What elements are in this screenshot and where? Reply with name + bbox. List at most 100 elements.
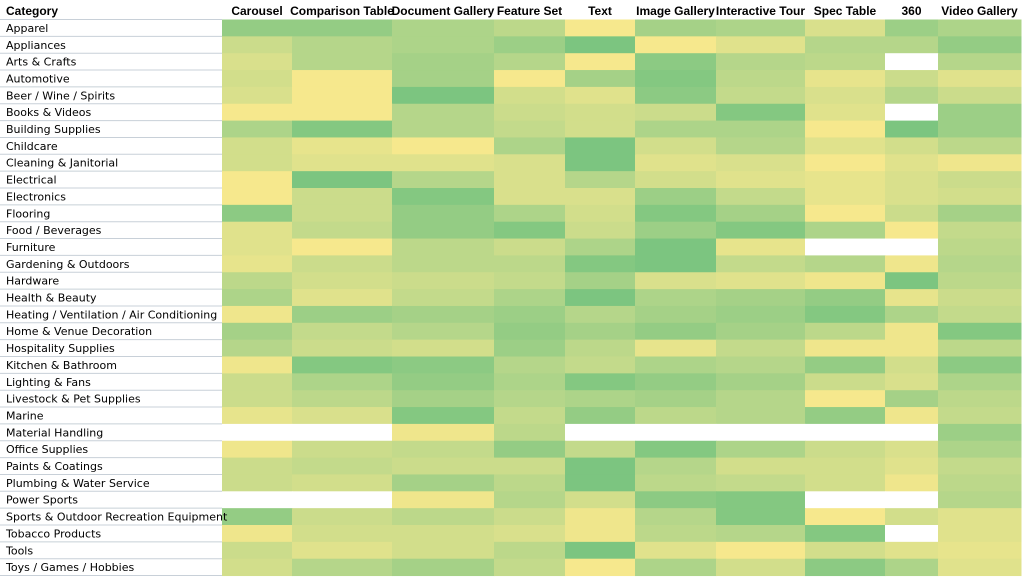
heatmap-cell (805, 204, 886, 223)
heatmap-cell (635, 525, 717, 543)
heatmap-cell (805, 289, 886, 307)
heatmap-cell (938, 204, 1022, 223)
heatmap-cell (392, 272, 495, 290)
heatmap-cell (885, 19, 939, 37)
heatmap-cell (494, 373, 566, 391)
heatmap-cell (805, 19, 886, 37)
heatmap-cell (565, 356, 636, 374)
heatmap-cell (938, 120, 1022, 138)
heatmap-cell (292, 19, 393, 37)
heatmap-cell (494, 70, 566, 88)
heatmap-cell (494, 103, 566, 122)
heatmap-cell (292, 221, 393, 240)
heatmap-cell (805, 373, 886, 391)
heatmap-cell (565, 558, 636, 577)
heatmap-cell (565, 120, 636, 138)
heatmap-cell (716, 204, 806, 223)
heatmap-cell (716, 407, 806, 425)
row-label: Automotive (6, 72, 70, 85)
heatmap-cell (392, 289, 495, 307)
heatmap-cell (885, 204, 939, 223)
heatmap-cell (222, 423, 293, 442)
heatmap-cell (494, 491, 566, 509)
heatmap-cell (938, 541, 1022, 560)
heatmap-cell (885, 221, 939, 240)
heatmap-cell (392, 440, 495, 459)
heatmap-cell (716, 356, 806, 374)
heatmap-cell (885, 558, 939, 577)
heatmap-cell (494, 457, 566, 475)
row-label: Hospitality Supplies (6, 342, 115, 355)
column-header: Comparison Table (290, 4, 394, 18)
heatmap-cell (494, 272, 566, 290)
heatmap-cell (938, 289, 1022, 307)
heatmap-cell (938, 407, 1022, 425)
heatmap-cell (392, 407, 495, 425)
heatmap-cell (805, 525, 886, 543)
heatmap-cell (716, 339, 806, 357)
heatmap-cell (222, 103, 293, 122)
heatmap-cell (565, 221, 636, 240)
heatmap-cell (885, 339, 939, 357)
heatmap-cell (716, 53, 806, 71)
heatmap-cell (392, 390, 495, 408)
heatmap-cell (392, 356, 495, 374)
heatmap-cell (494, 255, 566, 273)
heatmap-cell (222, 407, 293, 425)
heatmap-cell (565, 305, 636, 324)
heatmap-cell (565, 525, 636, 543)
heatmap-cell (494, 508, 566, 526)
heatmap-cell (716, 541, 806, 560)
row-label: Home & Venue Decoration (6, 325, 152, 338)
heatmap-cell (222, 289, 293, 307)
column-header: Video Gallery (941, 4, 1018, 18)
row-label: Flooring (6, 207, 50, 220)
heatmap-cell (222, 86, 293, 105)
heatmap-cell (565, 53, 636, 71)
heatmap-cell (292, 255, 393, 273)
heatmap-cell (494, 238, 566, 256)
heatmap-cell (635, 322, 717, 341)
heatmap-cell (885, 508, 939, 526)
heatmap-cell (222, 390, 293, 408)
heatmap-cell (222, 322, 293, 341)
heatmap-cell (222, 558, 293, 577)
heatmap-cell (938, 525, 1022, 543)
row-label: Office Supplies (6, 443, 88, 456)
heatmap-cell (885, 171, 939, 189)
heatmap-cell (494, 221, 566, 240)
heatmap-cell (635, 86, 717, 105)
heatmap-cell (494, 86, 566, 105)
heatmap-cell (635, 491, 717, 509)
heatmap-cell (292, 53, 393, 71)
heatmap-cell (222, 53, 293, 71)
heatmap-cell (222, 137, 293, 155)
heatmap-cell (565, 339, 636, 357)
heatmap-cell (222, 19, 293, 37)
heatmap-cell (938, 305, 1022, 324)
heatmap-cell (938, 19, 1022, 37)
heatmap-cell (292, 474, 393, 492)
heatmap-cell (494, 525, 566, 543)
heatmap-cell (565, 474, 636, 492)
heatmap-cell (494, 289, 566, 307)
row-label: Health & Beauty (6, 292, 97, 305)
heatmap-cell (635, 508, 717, 526)
heatmap-cell (885, 356, 939, 374)
heatmap-cell (494, 120, 566, 138)
heatmap-cell (292, 204, 393, 223)
heatmap-cell (885, 36, 939, 54)
heatmap-cell (885, 322, 939, 341)
heatmap-cell (805, 541, 886, 560)
column-header: Carousel (231, 4, 282, 18)
heatmap-cell (292, 339, 393, 357)
heatmap-cell (565, 86, 636, 105)
heatmap-cell (938, 255, 1022, 273)
heatmap-cell (392, 86, 495, 105)
row-label: Toys / Games / Hobbies (5, 561, 134, 574)
heatmap-cell (805, 137, 886, 155)
row-label: Apparel (6, 22, 48, 35)
row-label: Lighting & Fans (6, 376, 91, 389)
heatmap-cell (635, 390, 717, 408)
